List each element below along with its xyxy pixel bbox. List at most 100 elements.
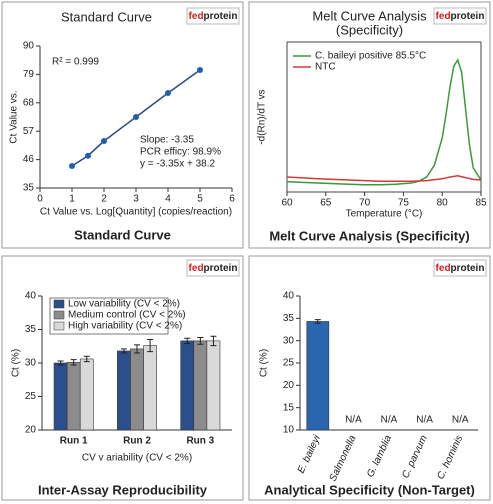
x-tick-label: Run 2 <box>123 436 151 447</box>
y-tick-label: 46 <box>23 154 35 165</box>
panel-frame <box>1 1 244 249</box>
x-tick-label: 4 <box>165 194 171 205</box>
legend-swatch <box>53 299 65 309</box>
caption: Melt Curve Analysis (Specificity) <box>269 228 469 243</box>
y-tick-label: 40 <box>283 291 295 302</box>
logo-part: protein <box>204 263 238 274</box>
value-label: N/A <box>416 415 433 426</box>
logo: fedprotein <box>436 11 485 22</box>
error-bar <box>197 337 204 345</box>
logo-part: protein <box>451 263 485 274</box>
y-tick-label: 15 <box>283 402 295 413</box>
caption: Inter-Assay Reproducibility <box>38 482 208 497</box>
fit-line <box>71 69 201 167</box>
y-tick-label: 68 <box>23 97 35 108</box>
error-bar <box>83 355 90 363</box>
bar <box>79 358 94 431</box>
annotation: Slope: -3.35 <box>140 135 194 146</box>
bar <box>117 350 131 431</box>
y-tick-label: 30 <box>283 335 295 346</box>
caption: Analytical Specificity (Non-Target) <box>264 482 475 497</box>
logo-part: protein <box>204 11 238 22</box>
y-tick-label: 35 <box>23 183 35 194</box>
annotation: R² = 0.999 <box>52 57 99 68</box>
x-tick-label: 75 <box>398 198 410 209</box>
logo-box <box>433 7 487 25</box>
legend-swatch <box>53 321 65 331</box>
point <box>133 114 139 120</box>
bar <box>180 340 195 431</box>
y-tick-label: 35 <box>25 324 37 335</box>
annotation: PCR efficy: 98.9% <box>140 147 221 158</box>
x-tick-label: 85 <box>475 198 487 209</box>
legend-label: Low variability (CV < 2%) <box>68 299 180 310</box>
bar <box>53 362 68 431</box>
bar <box>306 321 330 431</box>
logo: fedprotein <box>189 263 238 274</box>
error-bar <box>147 339 154 353</box>
x-tick-label: 6 <box>229 194 235 205</box>
y-tick-label: 35 <box>283 313 295 324</box>
x-tick-label: 3 <box>133 194 139 205</box>
legend-label: NTC <box>315 62 336 73</box>
y-tick-label: 25 <box>25 391 37 402</box>
logo-part: fed <box>189 11 204 22</box>
line <box>286 175 482 182</box>
bar <box>130 348 144 431</box>
bar <box>143 345 157 431</box>
y-tick-label: 90 <box>23 41 35 52</box>
y-axis-label: Ct Value vs. <box>9 90 20 143</box>
error-bar <box>314 319 321 324</box>
x-tick-label: 1 <box>69 194 75 205</box>
legend-label: Medium control (CV < 2%) <box>68 310 186 321</box>
point <box>197 67 203 74</box>
plot-box <box>286 41 482 193</box>
y-tick-label: 20 <box>283 380 295 391</box>
y-tick-label: 25 <box>283 358 295 369</box>
chart-title: Standard Curve <box>61 9 152 24</box>
caption: Standard Curve <box>74 227 171 242</box>
panel-frame <box>248 1 491 249</box>
x-tick-label: 5 <box>197 194 203 205</box>
logo: fedprotein <box>436 263 485 274</box>
line <box>286 58 482 186</box>
value-label: N/A <box>381 415 398 426</box>
x-axis-label: Temperature (°C) <box>346 209 423 220</box>
panel-frame <box>248 255 491 501</box>
y-tick-label: 40 <box>25 291 37 302</box>
point <box>85 152 91 159</box>
y-tick-label: 10 <box>283 425 295 436</box>
error-bar <box>57 360 64 366</box>
error-bar <box>70 359 77 366</box>
chart-title: (Specificity) <box>336 22 403 37</box>
logo: fedprotein <box>189 11 238 22</box>
x-axis-label: CV v ariability (CV < 2%) <box>82 453 192 464</box>
y-tick-label: 57 <box>23 126 35 137</box>
point <box>165 89 171 96</box>
legend-label: C. baileyi positive 85.5°C <box>315 51 426 62</box>
legend-label: High variability (CV < 2%) <box>68 321 182 332</box>
point <box>69 163 75 170</box>
x-axis-label: Ct Value vs. Log[Quantity] (copies/react… <box>40 207 232 218</box>
bar <box>66 362 81 431</box>
x-tick-label: Run 1 <box>60 436 88 447</box>
x-tick-label: Run 3 <box>186 436 214 447</box>
y-tick-label: 30 <box>25 358 37 369</box>
y-axis-label: -d(Rn)/dT vs <box>257 89 268 144</box>
legend-box <box>49 297 169 335</box>
x-tick-label: 2 <box>101 194 107 205</box>
logo-part: fed <box>189 263 204 274</box>
value-label: N/A <box>452 415 469 426</box>
bar <box>206 340 221 431</box>
x-tick-label: 80 <box>437 198 449 209</box>
annotation: y = -3.35x + 38.2 <box>140 159 215 170</box>
logo-box <box>433 259 487 277</box>
error-bar <box>184 337 191 345</box>
bar <box>193 340 208 431</box>
y-axis-label: Ct (%) <box>11 349 22 377</box>
legend-swatch <box>53 310 65 320</box>
x-tick-label: 70 <box>359 198 371 209</box>
x-tick-label: 0 <box>37 194 43 205</box>
value-label: N/A <box>345 415 362 426</box>
